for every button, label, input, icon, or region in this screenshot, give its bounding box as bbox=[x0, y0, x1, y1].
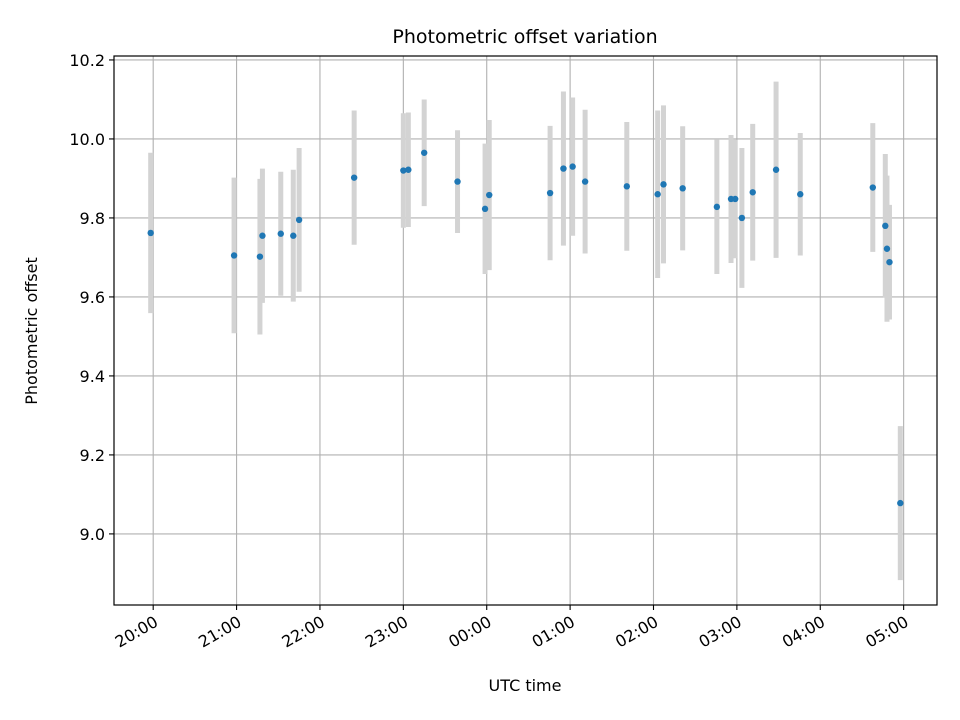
y-tick-label: 9.2 bbox=[80, 446, 105, 465]
data-point bbox=[290, 232, 297, 239]
chart-title: Photometric offset variation bbox=[392, 26, 657, 48]
data-point bbox=[230, 252, 238, 259]
plot-frame bbox=[113, 55, 938, 606]
data-point bbox=[454, 178, 461, 185]
data-point bbox=[797, 191, 804, 198]
data-point bbox=[882, 222, 889, 230]
data-point bbox=[481, 205, 489, 213]
data-point bbox=[654, 191, 661, 198]
data-point bbox=[560, 165, 567, 172]
data-point bbox=[713, 203, 721, 211]
grid-lines bbox=[114, 56, 937, 605]
data-point bbox=[546, 189, 554, 197]
data-point bbox=[679, 185, 686, 192]
data-point bbox=[581, 178, 589, 185]
data-point bbox=[660, 181, 667, 188]
data-point bbox=[738, 214, 746, 222]
y-axis-ticks: 9.0 9.2 9.4 9.6 9.8 10.0 10.2 bbox=[69, 51, 114, 544]
data-point bbox=[295, 216, 303, 224]
data-point bbox=[259, 232, 266, 239]
data-point bbox=[147, 229, 154, 237]
y-tick-label: 9.6 bbox=[80, 288, 105, 307]
data-point bbox=[897, 499, 904, 507]
data-point bbox=[883, 245, 891, 252]
data-point bbox=[772, 166, 780, 173]
y-tick-label: 9.0 bbox=[80, 525, 105, 544]
data-point bbox=[623, 183, 631, 190]
y-tick-label: 10.2 bbox=[69, 51, 105, 70]
data-point bbox=[886, 258, 893, 266]
data-points bbox=[147, 149, 904, 507]
data-point bbox=[569, 163, 576, 170]
data-point bbox=[749, 189, 756, 196]
y-axis-label: Photometric offset bbox=[22, 257, 41, 405]
data-point bbox=[350, 174, 358, 181]
data-point bbox=[732, 195, 739, 203]
data-point bbox=[405, 166, 412, 173]
y-tick-label: 9.4 bbox=[80, 367, 105, 386]
x-axis-label: UTC time bbox=[489, 676, 562, 695]
y-tick-label: 10.0 bbox=[69, 130, 105, 149]
data-point bbox=[486, 191, 493, 199]
data-point bbox=[277, 230, 284, 237]
y-tick-label: 9.8 bbox=[80, 209, 105, 228]
data-point bbox=[400, 167, 407, 174]
data-point bbox=[869, 184, 876, 191]
data-point bbox=[256, 253, 264, 260]
data-point bbox=[420, 149, 428, 156]
